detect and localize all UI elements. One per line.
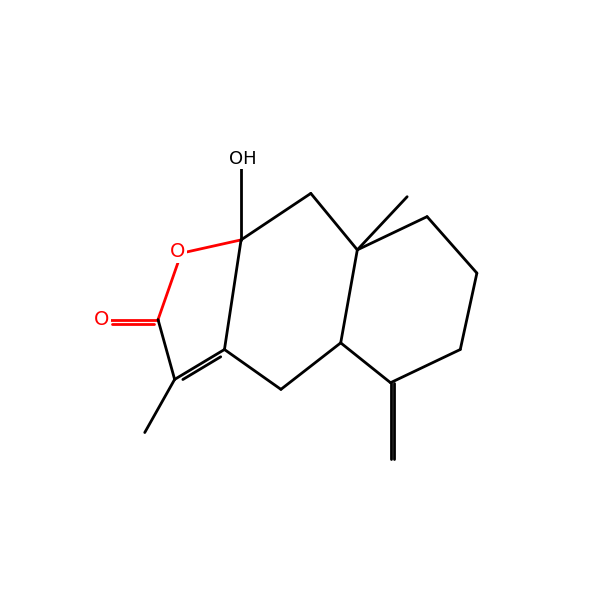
Text: O: O <box>94 310 109 329</box>
Text: O: O <box>170 242 185 262</box>
Text: OH: OH <box>229 150 256 168</box>
